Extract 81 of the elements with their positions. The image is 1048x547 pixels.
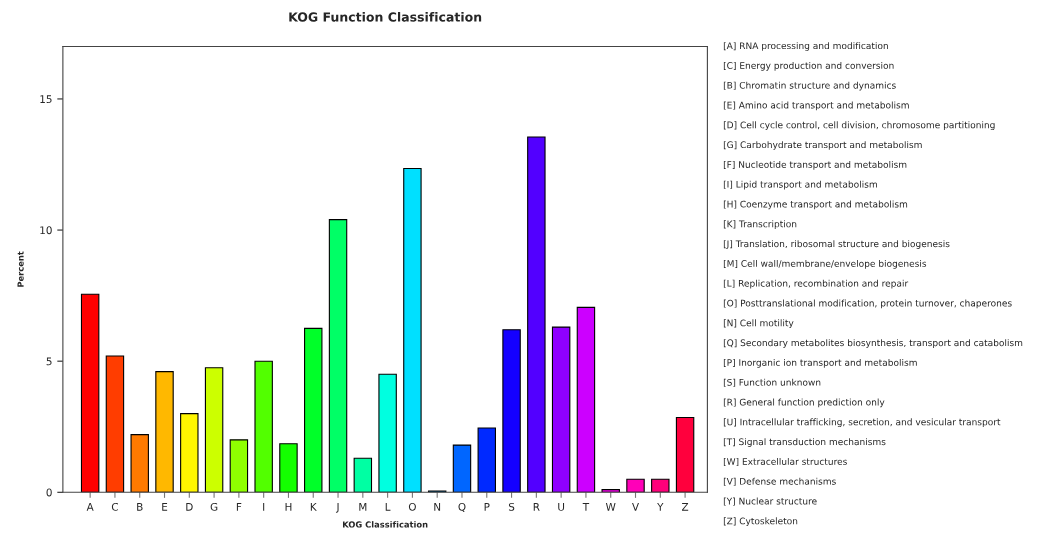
x-tick-label: H: [285, 503, 292, 511]
bar: [105, 355, 125, 493]
bar: [675, 417, 695, 493]
x-tick-label: L: [385, 503, 391, 511]
bar: [155, 371, 174, 493]
text: [P] Inorganic ion transport and metabolism: [723, 358, 917, 368]
text: [R] General function prediction only: [723, 398, 885, 408]
x-tick-label: S: [508, 502, 515, 511]
x-tick-label: A: [86, 503, 94, 511]
x-tick-label: I: [263, 503, 265, 511]
text: [G] Carbohydrate transport and metabolism: [723, 141, 922, 150]
x-axis-title: KOG Classification: [342, 521, 428, 528]
y-tick-label: 0: [46, 488, 52, 497]
text: [Q] Secondary metabolites biosynthesis, transport and catabolism: [723, 339, 1023, 348]
text: [F] Nucleotide transport and metabolism: [723, 160, 907, 170]
bar: [254, 360, 273, 493]
y-tick-label: 10: [40, 226, 52, 235]
bar: [452, 444, 472, 493]
chart-title: KOG Function Classification: [289, 12, 482, 22]
x-tick-label: W: [605, 503, 616, 511]
x-tick-label: V: [632, 503, 639, 511]
text: [W] Extracellular structures: [723, 457, 847, 467]
x-tick-label: J: [335, 503, 339, 513]
bar: [353, 457, 373, 493]
bar: [279, 443, 298, 493]
bar: [551, 326, 571, 493]
x-tick-label: U: [558, 503, 565, 511]
bar: [626, 478, 645, 493]
text: [E] Amino acid transport and metabolism: [723, 101, 909, 111]
x-tick-label: R: [533, 503, 540, 511]
text: [N] Cell motility: [723, 319, 794, 329]
bar: [527, 136, 546, 493]
x-tick-label: Q: [458, 502, 466, 512]
bar: [601, 489, 620, 493]
bar: [378, 373, 397, 493]
text: [O] Posttranslational modification, protein turnover, chaperones: [723, 299, 1012, 309]
text: [J] Translation, ribosomal structure and biogenesis: [723, 240, 950, 249]
text: [D] Cell cycle control, cell division, chromosome partitioning: [723, 121, 995, 131]
x-tick-label: O: [408, 502, 416, 511]
text: [Y] Nuclear structure: [723, 497, 817, 506]
text: [H] Coenzyme transport and metabolism: [723, 200, 908, 210]
x-tick-label: T: [582, 503, 590, 511]
x-tick-label: M: [359, 503, 367, 511]
bar: [502, 329, 521, 493]
text: [A] RNA processing and modification: [723, 42, 888, 51]
text: [V] Defense mechanisms: [723, 477, 836, 486]
x-tick-label: P: [484, 503, 490, 511]
x-tick-label: D: [186, 503, 193, 511]
y-axis-title: Percent: [17, 251, 24, 287]
text: [S] Function unknown: [723, 378, 821, 387]
x-tick-label: Z: [681, 503, 689, 511]
text: [Z] Cytoskeleton: [723, 517, 798, 527]
bar: [130, 434, 149, 493]
text: [B] Chromatin structure and dynamics: [723, 81, 896, 91]
bar: [229, 439, 249, 493]
x-tick-label: F: [236, 503, 242, 511]
bar: [180, 413, 199, 493]
bar: [651, 478, 670, 493]
x-tick-label: E: [162, 503, 168, 511]
x-tick-label: C: [111, 502, 119, 511]
text: [I] Lipid transport and metabolism: [723, 180, 877, 190]
text: [M] Cell wall/membrane/envelope biogenesis: [723, 259, 927, 269]
y-tick-label: 15: [40, 95, 52, 104]
bar: [80, 293, 100, 493]
y-tick-label: 5: [46, 357, 52, 366]
bar: [403, 167, 422, 493]
text: [T] Signal transduction mechanisms: [723, 438, 886, 447]
x-tick-label: G: [210, 502, 218, 511]
text: [C] Energy production and conversion: [723, 61, 894, 71]
bar: [328, 219, 348, 493]
bar: [304, 327, 323, 493]
text: [L] Replication, recombination and repair: [723, 279, 909, 289]
bar: [204, 367, 224, 493]
x-tick-label: B: [137, 503, 143, 511]
x-tick-label: K: [310, 503, 317, 511]
text: [U] Intracellular trafficking, secretion, and vesicular transport: [723, 418, 1001, 428]
text: [K] Transcription: [723, 220, 797, 230]
x-tick-label: N: [434, 503, 441, 511]
x-tick-label: Y: [657, 503, 664, 511]
bar: [477, 427, 497, 493]
bar: [576, 306, 596, 493]
